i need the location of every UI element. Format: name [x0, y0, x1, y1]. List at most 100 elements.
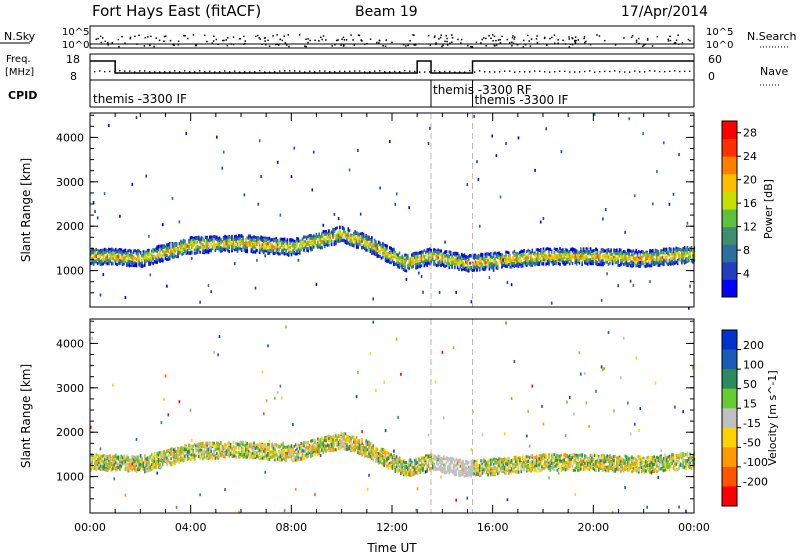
power-cell: [448, 266, 451, 270]
power-cell: [325, 238, 327, 242]
power-cell: [616, 257, 618, 261]
nsky-point: [155, 37, 157, 39]
velocity-cell: [130, 462, 132, 466]
velocity-cell: [116, 462, 118, 465]
power-cell: [519, 262, 521, 266]
velocity-cell: [106, 469, 109, 472]
power-cell: [584, 255, 586, 259]
power-cell: [675, 260, 678, 264]
power-cell: [315, 232, 318, 236]
power-cell: [689, 249, 691, 253]
power-cell: [685, 258, 687, 262]
power-cell: [429, 126, 431, 130]
power-cell: [501, 259, 503, 263]
power-cell: [282, 248, 284, 252]
power-cell: [618, 250, 621, 254]
velocity-cell: [144, 454, 146, 458]
power-cell: [535, 248, 538, 252]
power-cell: [348, 168, 351, 172]
power-cell: [251, 247, 254, 251]
power-cell: [556, 248, 559, 252]
power-cell: [94, 249, 96, 253]
nsky-point: [427, 35, 430, 37]
velocity-cell: [150, 453, 153, 457]
power-cell: [279, 239, 282, 243]
power-cell: [436, 254, 438, 258]
power-cell: [260, 248, 262, 252]
nsky-point: [322, 35, 325, 37]
power-cell: [210, 248, 212, 252]
power-cell: [449, 250, 452, 254]
power-cell: [303, 235, 305, 239]
nsky-point: [575, 39, 577, 42]
power-cell: [341, 232, 344, 236]
power-cell: [484, 266, 487, 270]
power-cell: [373, 242, 376, 246]
power-cell: [267, 242, 269, 246]
velocity-cell: [113, 454, 116, 458]
power-cell: [397, 260, 399, 264]
power-cell: [312, 237, 315, 241]
power-cell: [330, 243, 333, 247]
velocity-cell: [103, 454, 106, 458]
velocity-cell: [98, 466, 100, 470]
power-cell: [607, 262, 610, 266]
nsky-point: [213, 35, 215, 37]
power-cell: [602, 249, 604, 253]
power-cell: [449, 258, 452, 261]
power-cell: [177, 250, 179, 254]
power-cell: [181, 240, 183, 244]
power-cell: [494, 263, 496, 267]
power-cell: [344, 230, 347, 234]
power-cell: [562, 250, 564, 254]
power-cell: [499, 253, 502, 256]
power-cell: [488, 261, 491, 265]
nsky-point: [429, 44, 432, 46]
velocity-cell: [127, 468, 129, 472]
power-cell: [337, 234, 340, 238]
power-cell: [628, 254, 630, 258]
power-cell: [585, 249, 588, 253]
power-cell: [501, 265, 503, 269]
power-cell: [379, 241, 381, 245]
power-cell: [631, 250, 633, 254]
power-cell: [394, 252, 397, 256]
nsky-point: [584, 41, 586, 44]
power-cell: [656, 255, 658, 259]
nsky-point: [511, 37, 514, 39]
power-cell: [90, 262, 92, 266]
power-cell: [231, 237, 233, 241]
power-cell: [124, 296, 127, 299]
power-cell: [380, 245, 383, 248]
power-cell: [144, 259, 146, 263]
power-cell: [200, 236, 203, 240]
power-cell: [531, 250, 534, 254]
nsky-tick-bottom: 10^0: [62, 40, 89, 51]
power-cell: [337, 238, 340, 242]
power-cell: [412, 256, 415, 260]
power-cell: [96, 262, 99, 266]
power-cell: [368, 246, 370, 250]
power-cell: [384, 243, 387, 247]
power-cell: [517, 256, 520, 260]
velocity-cell: [117, 466, 120, 470]
power-cell: [155, 260, 157, 264]
power-cell: [184, 242, 186, 246]
power-cell: [108, 124, 110, 127]
power-cell: [188, 245, 190, 249]
power-cell: [152, 255, 154, 258]
power-cell: [157, 253, 160, 257]
velocity-cell: [141, 463, 143, 467]
power-cell: [301, 246, 304, 250]
power-cell: [139, 264, 142, 268]
power-cell: [311, 248, 314, 252]
nsky-point: [501, 35, 503, 38]
power-cell: [395, 255, 398, 259]
power-cell: [603, 255, 606, 259]
power-cell: [642, 253, 644, 257]
power-cell: [287, 243, 290, 247]
nsky-point: [589, 43, 592, 46]
power-cell: [162, 257, 164, 261]
power-cell: [681, 258, 683, 262]
nsky-point: [583, 36, 586, 38]
